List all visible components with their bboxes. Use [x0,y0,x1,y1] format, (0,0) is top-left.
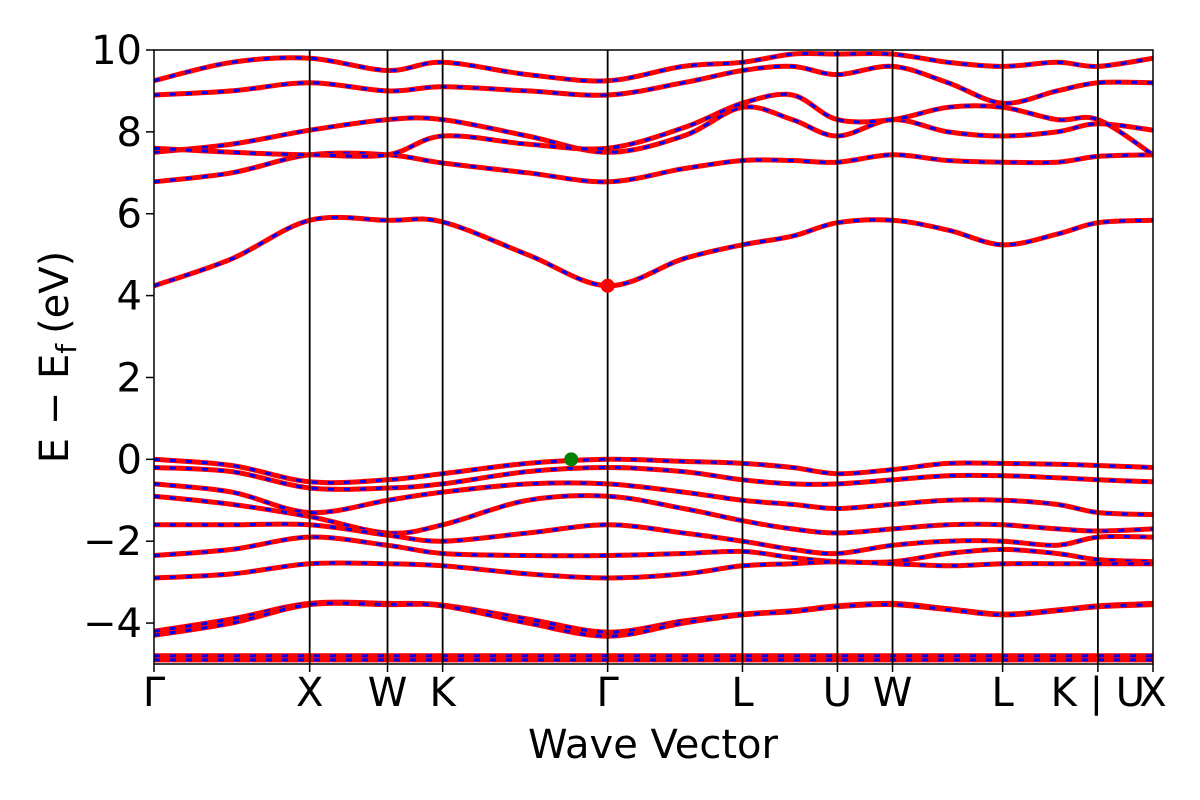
y-tick-label-2: 0 [117,437,142,483]
svg-text:E − Ef(eV): E − Ef (eV) [32,251,83,464]
band-line-overlay-4 [154,64,1153,105]
band-line-0 [154,214,1153,289]
band-line-overlay-3 [154,92,1153,158]
band-line-overlay-8 [154,481,1153,517]
y-tick-label-6: 8 [117,110,142,156]
x-tick-label-5: L [731,670,754,716]
marker-vbm [564,452,579,467]
band-line-10 [154,521,1153,557]
markers-group [564,278,615,467]
x-tick-label-1: X [296,670,323,716]
band-line-overlay-5 [154,51,1153,83]
band-line-12 [154,559,1153,581]
x-tick-label-8: L [991,670,1014,716]
band-line-overlay-9 [154,494,1153,535]
band-line-overlay-2 [154,105,1153,154]
band-line-6 [154,456,1153,486]
y-axis-ticks: −4 −2 0 2 4 6 8 10 [83,28,154,647]
plot-frame [153,49,1154,665]
y-tick-label-1: −2 [83,519,142,565]
x-tick-label-10: X [1139,670,1166,716]
x-axis-label: Wave Vector [528,722,779,768]
y-axis-label-unit: (eV) [32,251,78,334]
y-tick-label-3: 2 [117,355,142,401]
x-tick-label-7: W [873,670,913,716]
y-axis-label-main: E − E [32,354,78,464]
band-line-11 [154,534,1153,565]
kpoint-lines-group [308,50,1099,664]
band-line-7 [154,464,1153,492]
band-line-1 [154,150,1153,185]
bands-group [154,50,1153,663]
y-tick-label-5: 6 [117,192,142,238]
y-axis-label-subscript: f [50,343,83,354]
x-tick-label-0: Γ [143,670,166,716]
y-tick-label-4: 4 [117,274,142,320]
marker-cbm [600,278,615,293]
y-tick-label-7: 10 [91,28,142,74]
x-tick-label-2: W [368,670,408,716]
x-tick-label-3: K [430,670,458,716]
y-axis-label: E − Ef (eV) [32,251,83,464]
y-tick-label-0: −4 [83,601,142,647]
band-line-overlay-14 [154,601,1153,638]
x-tick-label-6: U [823,670,852,716]
x-tick-label-4: Γ [597,670,620,716]
x-tick-label-9: K | U [1051,670,1145,716]
